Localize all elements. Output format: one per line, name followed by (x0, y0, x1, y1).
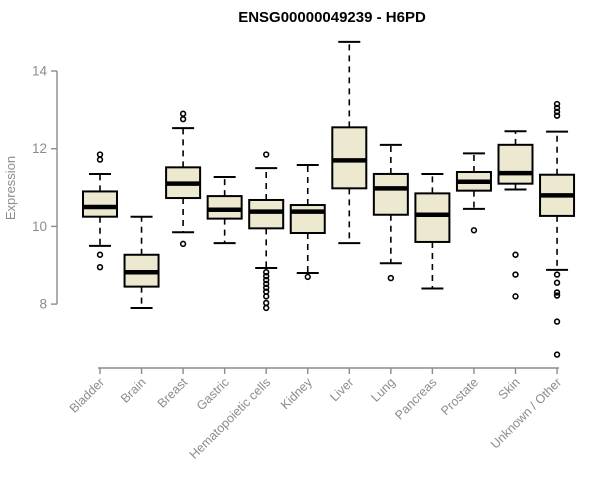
box (82, 190, 118, 218)
outlier-point (263, 299, 270, 307)
box (414, 192, 451, 243)
outlier-point (263, 280, 270, 288)
chart-title: ENSG00000049239 - H6PD (238, 9, 426, 26)
outlier-point (263, 272, 270, 280)
box (289, 204, 326, 235)
box-plot-brain (123, 215, 160, 309)
outlier-point (512, 271, 519, 278)
box (248, 198, 285, 230)
box (497, 143, 534, 185)
category-label: Brain (118, 375, 149, 406)
outlier-point (553, 351, 561, 358)
outlier-point (263, 269, 270, 276)
outlier-point (553, 279, 561, 286)
outlier-point (96, 156, 104, 163)
category-label: Unknown / Other (488, 375, 564, 451)
outlier-point (263, 304, 270, 312)
outlier-point (553, 108, 561, 115)
outlier-point (387, 274, 395, 282)
outlier-point (96, 151, 104, 158)
outlier-point (179, 240, 187, 248)
box-plot-unknown-other (539, 100, 576, 358)
box-plot-bladder (82, 151, 118, 271)
category-label: Breast (155, 375, 191, 411)
y-tick-label: 12 (32, 141, 47, 156)
outlier-point (263, 284, 270, 291)
outlier-point (263, 151, 270, 158)
outlier-point (553, 104, 561, 112)
box-plot-prostate (455, 152, 492, 234)
box-plot-hematopoietic-cells (248, 151, 285, 312)
category-label: Lung (368, 375, 398, 405)
outlier-point (553, 100, 561, 108)
category-label: Pancreas (392, 375, 439, 422)
y-axis-label: Expression (3, 156, 18, 220)
y-tick-label: 10 (32, 219, 47, 234)
outlier-point (470, 227, 478, 234)
box (206, 195, 243, 220)
outlier-point (96, 263, 104, 271)
box-plot-liver (331, 40, 368, 245)
outlier-point (512, 293, 519, 300)
box-plot-skin (497, 130, 534, 300)
box (331, 126, 368, 190)
outlier-point (263, 276, 270, 284)
outlier-point (263, 293, 270, 300)
box-plot-pancreas (414, 172, 451, 290)
outlier-point (179, 115, 187, 123)
outlier-point (553, 112, 561, 119)
box-plot-gastric (206, 176, 243, 245)
y-tick-label: 8 (39, 297, 47, 312)
y-tick-label: 14 (32, 64, 48, 79)
outlier-point (553, 318, 561, 325)
category-label: Kidney (278, 375, 315, 412)
box-plot-lung (372, 143, 409, 282)
box (372, 172, 409, 216)
outlier-point (304, 273, 311, 281)
category-label: Skin (496, 375, 523, 402)
outlier-point (179, 110, 187, 117)
box-plot-kidney (289, 164, 326, 281)
category-label: Liver (327, 375, 356, 404)
outlier-point (553, 292, 561, 299)
plot-area: 8 10 12 14 Bladder Brain Breast GastricHematopo… (32, 40, 576, 462)
outlier-point (512, 251, 519, 258)
box-plot-breast (165, 110, 202, 248)
category-label: Hematopoietic cells (187, 375, 274, 462)
category-label: Bladder (67, 375, 107, 415)
outlier-point (553, 289, 561, 296)
outlier-point (96, 251, 104, 258)
outlier-point (553, 271, 561, 278)
category-label: Gastric (194, 375, 232, 413)
category-label: Prostate (438, 375, 481, 418)
